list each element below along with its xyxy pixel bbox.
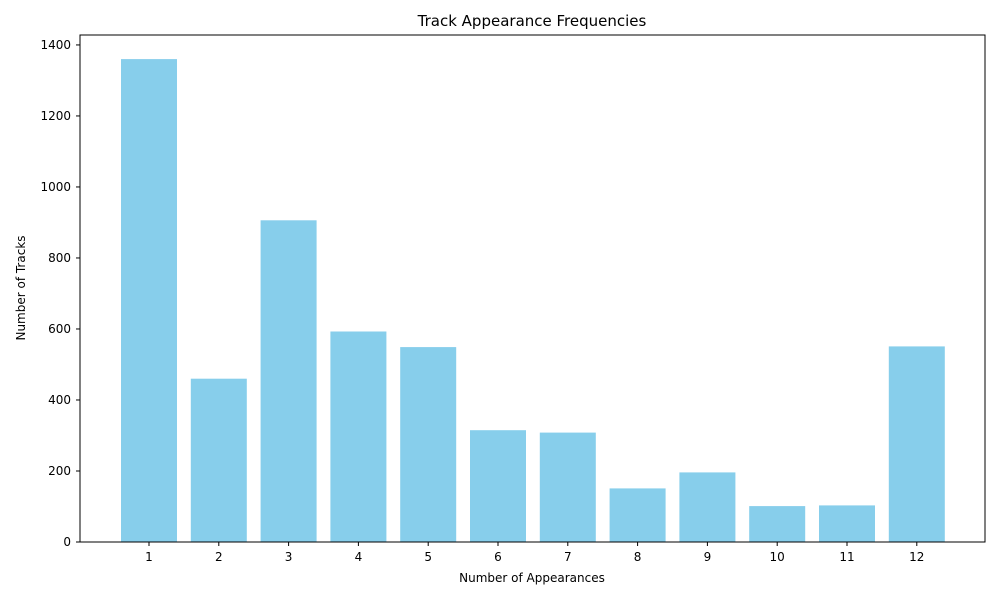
bar-11 [819, 505, 875, 542]
y-tick-label-200: 200 [48, 464, 71, 478]
y-tick-label-1400: 1400 [40, 38, 71, 52]
y-tick-label-1200: 1200 [40, 109, 71, 123]
x-axis-ticks: 1 2 3 4 5 6 7 8 9 10 11 12 [145, 542, 924, 564]
x-tick-label-10: 10 [770, 550, 785, 564]
bar-6 [470, 430, 526, 542]
bar-8 [609, 488, 666, 542]
y-tick-label-400: 400 [48, 393, 71, 407]
x-tick-label-5: 5 [424, 550, 432, 564]
x-tick-label-3: 3 [285, 550, 293, 564]
y-tick-label-600: 600 [48, 322, 71, 336]
y-tick-label-0: 0 [63, 535, 71, 549]
y-tick-label-1000: 1000 [40, 180, 71, 194]
bar-7 [539, 432, 596, 542]
y-axis-label: Number of Tracks [14, 235, 28, 340]
x-tick-label-6: 6 [494, 550, 502, 564]
x-tick-label-1: 1 [145, 550, 153, 564]
bar-10 [749, 506, 806, 542]
bar-4 [330, 331, 387, 542]
x-tick-label-8: 8 [634, 550, 642, 564]
x-tick-label-12: 12 [909, 550, 924, 564]
x-tick-label-2: 2 [215, 550, 223, 564]
x-axis-label: Number of Appearances [459, 571, 605, 585]
bar-12 [888, 346, 945, 542]
chart-title: Track Appearance Frequencies [417, 12, 647, 30]
x-tick-label-7: 7 [564, 550, 572, 564]
y-axis-ticks: 0 200 400 600 800 1000 1200 1400 [40, 38, 80, 549]
y-tick-label-800: 800 [48, 251, 71, 265]
plot-area-frame [79, 34, 986, 543]
x-tick-label-9: 9 [704, 550, 712, 564]
bar-2 [190, 378, 247, 542]
bar-1 [121, 59, 177, 542]
x-tick-label-4: 4 [355, 550, 363, 564]
bar-9 [679, 472, 736, 542]
bar-3 [260, 220, 317, 543]
x-tick-label-11: 11 [839, 550, 854, 564]
bars-group [121, 59, 945, 543]
bar-5 [400, 347, 457, 542]
